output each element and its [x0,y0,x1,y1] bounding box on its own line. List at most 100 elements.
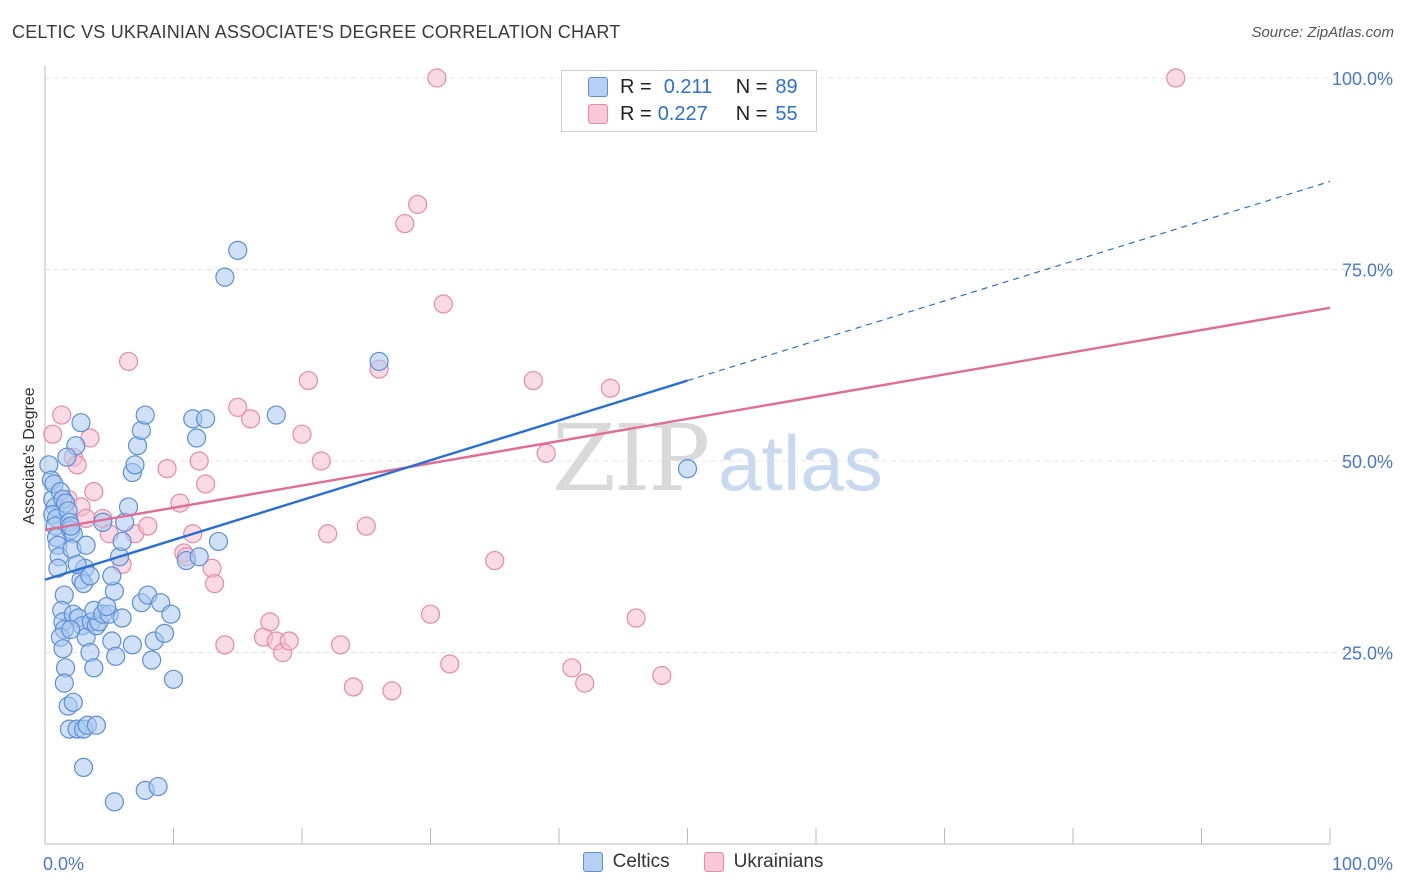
legend-n-value: 55 [775,102,798,125]
ukrainians-trend-line [44,306,1331,532]
source-label: Source: ZipAtlas.com [1251,24,1394,41]
ukrainians-point [84,482,104,502]
celtics-point [61,619,81,640]
ukrainians-point [356,516,376,536]
ukrainians-point [241,409,261,429]
celtics-point [142,650,162,670]
celtics-point [125,455,145,475]
ukrainians-point [536,443,556,463]
celtics-point [48,558,68,578]
gridlines [45,77,1392,653]
ukrainians-point [215,635,235,655]
y-tick-label: 75.0% [1342,261,1393,281]
ukrainians-point [395,213,415,234]
legend-r-value: 0.227 [657,102,708,125]
y-axis-label: Associate's Degree [21,387,38,524]
ukrainians-point [157,459,177,479]
ukrainians-point [318,524,338,544]
ukrainians-point [52,405,72,425]
celtics-point [208,531,229,552]
axes [44,66,1331,845]
watermark-zip: ZIP [552,405,708,512]
legend-n-label: N = [735,102,768,125]
ukrainians-point [440,654,460,674]
ukrainians-point [485,550,505,571]
celtics-point [163,669,184,689]
y-tick-label: 50.0% [1342,452,1393,472]
ukrainians-point [292,424,312,444]
ukrainians-point [279,631,299,651]
ukrainians-point [311,451,331,471]
ukrainians-point [420,604,441,624]
celtics-point [369,351,389,372]
celtics-points [39,240,698,812]
celtics-point [84,658,104,678]
celtics-point [80,566,100,586]
celtics-trend-extension [687,180,1331,382]
ukrainians-point [523,370,543,391]
ukrainians-point [652,665,672,686]
ukrainians-point [43,424,63,444]
celtics-point [93,512,113,532]
y-tick-label: 25.0% [1342,644,1393,664]
celtics-point [102,566,122,586]
ukrainians-point [433,294,453,314]
legend-row-ukrainians: R = 0.227 N = 55 [588,101,798,127]
ukrainians-point [330,635,351,655]
celtics-point [189,547,209,567]
celtics-point [63,692,83,712]
legend: R = 0.211 N = 89 R = 0.227 N = 55 [561,70,817,132]
celtics-point [122,635,142,655]
ukrainians-point [343,677,363,697]
celtics-point [106,646,126,666]
legend-row-celtics: R = 0.211 N = 89 [588,74,798,100]
celtics-point [161,604,181,624]
celtics-point [266,405,286,425]
ukrainians-point [427,68,447,88]
ukrainians-point [408,194,428,214]
ukrainians-point [260,612,280,632]
ukrainians-point [170,493,190,513]
bottom-legend: Celtics Ukrainians [0,851,1406,873]
watermark-atlas: atlas [718,419,883,507]
ukrainians-point [1166,68,1186,88]
ukrainians-point [205,573,225,594]
legend-n-value: 89 [775,75,798,98]
ukrainians-point [575,673,595,693]
ukrainians-point [196,474,216,494]
legend-r-label: R = [620,75,652,98]
legend-n-label: N = [735,75,768,98]
celtics-trend-line [44,379,688,581]
celtics-point [196,409,216,429]
ukrainians-point [600,378,621,398]
trend-lines [44,180,1331,581]
ukrainians-swatch [703,852,724,872]
y-tick-label: 100.0% [1332,69,1393,89]
celtics-point [112,531,132,552]
celtics-point [54,673,74,693]
celtics-legend-label: Celtics [612,851,670,872]
celtics-point [71,413,91,433]
ukrainians-point [189,451,209,471]
celtics-point [73,757,94,778]
celtics-point [148,776,168,797]
ukrainians-point [138,516,158,536]
celtics-point [677,459,698,479]
chart-title: CELTIC VS UKRAINIAN ASSOCIATE'S DEGREE C… [12,22,621,42]
celtics-point [76,535,96,555]
legend-swatch-celtics [588,77,608,97]
bottom-legend-ukrainians[interactable]: Ukrainians [703,851,824,873]
legend-r-value: 0.211 [663,75,713,98]
x-tick-label: 0.0% [43,854,84,874]
ukrainians-point [298,370,319,391]
celtics-point [187,428,207,448]
bottom-legend-celtics[interactable]: Celtics [582,851,670,873]
ukrainians-points [43,68,1186,701]
celtics-point [104,792,124,812]
celtics-point [228,240,248,260]
ukrainians-legend-label: Ukrainians [733,851,824,872]
ukrainians-point [626,608,646,628]
tick-labels: 25.0% 50.0% 75.0% 100.0% 0.0% 100.0% [43,69,1393,874]
celtics-swatch [582,852,603,872]
